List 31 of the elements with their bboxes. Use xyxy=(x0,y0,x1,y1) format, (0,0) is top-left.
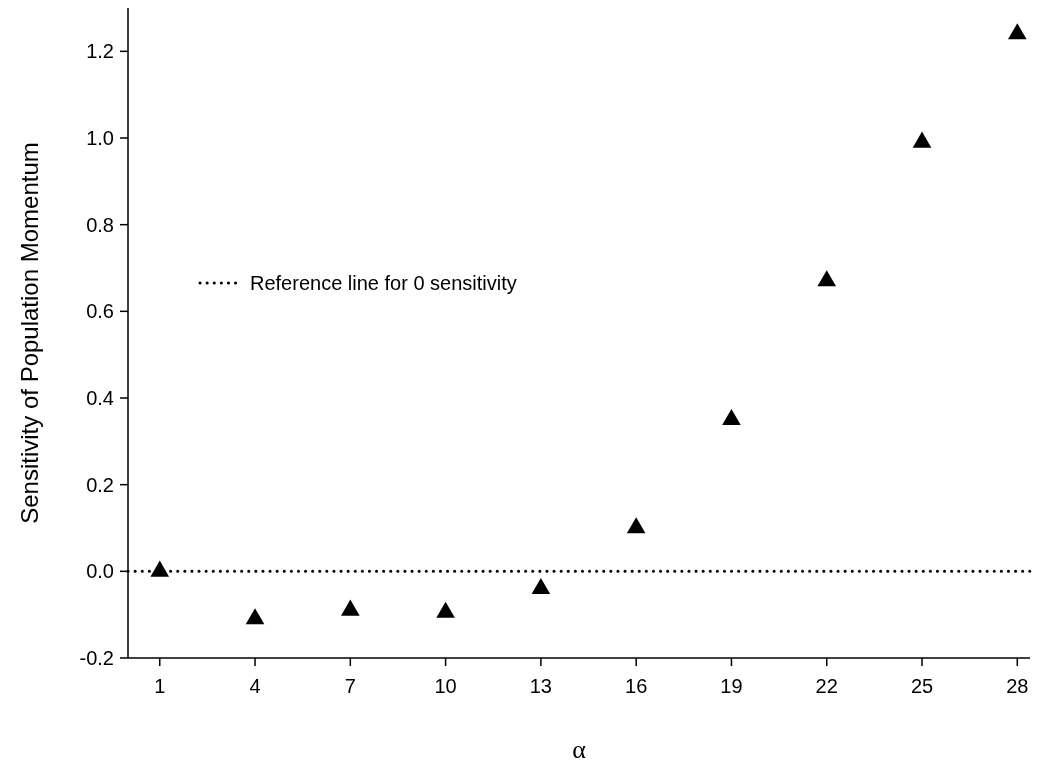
point xyxy=(531,577,551,595)
y-tick-label: 0.6 xyxy=(86,300,114,323)
x-tick-label: 10 xyxy=(434,675,457,697)
x-tick-label: 22 xyxy=(815,675,838,697)
point xyxy=(436,601,455,618)
point xyxy=(245,608,265,625)
point xyxy=(626,517,646,534)
x-tick-label: 4 xyxy=(249,675,261,697)
x-tick-label: 1 xyxy=(154,675,166,697)
y-tick-label: 0.8 xyxy=(86,213,114,236)
point xyxy=(722,408,741,426)
x-tick-label: 13 xyxy=(529,675,553,697)
point xyxy=(150,560,170,577)
y-tick-label: -0.2 xyxy=(79,647,114,669)
x-tick-label: 25 xyxy=(910,675,934,697)
y-tick-label: 0.2 xyxy=(86,473,114,496)
x-tick-label: 28 xyxy=(1006,675,1029,697)
x-tick-label: 19 xyxy=(720,675,743,697)
y-tick-label: 0.0 xyxy=(86,560,114,583)
y-axis-title: Sensitivity of Population Momentum xyxy=(16,142,43,524)
point xyxy=(817,270,837,287)
legend-label: Reference line for 0 sensitivity xyxy=(250,272,517,294)
point xyxy=(912,131,932,148)
point xyxy=(341,599,360,616)
x-axis-title: α xyxy=(572,735,587,764)
x-tick-label: 16 xyxy=(625,675,648,697)
y-tick-label: 1.2 xyxy=(86,40,114,63)
point xyxy=(1007,23,1027,40)
x-tick-label: 7 xyxy=(344,675,356,697)
y-tick-label: 0.4 xyxy=(86,387,114,409)
y-tick-label: 1.0 xyxy=(86,127,114,149)
